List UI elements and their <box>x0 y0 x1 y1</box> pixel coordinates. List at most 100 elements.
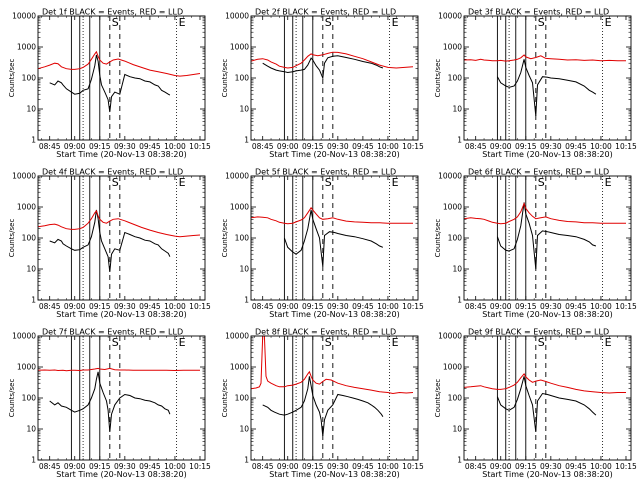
time-marker-label: E <box>605 176 612 189</box>
time-marker-label: E <box>179 336 186 349</box>
x-tick-label: 09:45 <box>565 462 587 471</box>
x-tick-label: 10:00 <box>590 302 612 311</box>
x-tick-label: 10:15 <box>402 462 424 471</box>
events-series-line <box>262 55 384 80</box>
chart-panel: Det 5f BLACK = Events, RED = LLD 1 10 100 10… <box>221 168 424 320</box>
x-tick-label: 09:30 <box>114 302 136 311</box>
lld-series-line <box>463 373 626 394</box>
x-tick-label: 09:30 <box>327 142 349 151</box>
events-series-line <box>283 209 384 267</box>
x-tick-label: 09:15 <box>89 462 111 471</box>
panel-title: Det 4f BLACK = Events, RED = LLD <box>42 168 183 177</box>
x-tick-label: 10:15 <box>402 142 424 151</box>
y-tick-label: 1000 <box>17 363 36 372</box>
y-tick-label: 1 <box>244 136 249 145</box>
panel-title: Det 2f BLACK = Events, RED = LLD <box>255 8 396 17</box>
x-tick-label: 09:00 <box>64 302 86 311</box>
panel-title: Det 6f BLACK = Events, RED = LLD <box>468 168 609 177</box>
events-series-line <box>49 371 171 433</box>
x-tick-label: 09:45 <box>139 142 161 151</box>
y-axis-label: Counts/sec <box>8 59 16 98</box>
x-tick-label: 09:30 <box>114 462 136 471</box>
plot-frame <box>37 15 206 141</box>
y-axis-label: Counts/sec <box>221 59 229 98</box>
lld-series-line <box>250 206 413 225</box>
x-tick-label: 10:00 <box>377 142 399 151</box>
x-axis-label: Start Time (20-Nov-13 08:38:20) <box>482 150 612 159</box>
y-tick-label: 100 <box>235 234 250 243</box>
y-tick-label: 10 <box>26 105 36 114</box>
x-tick-label: 08:45 <box>252 462 274 471</box>
plot-frame <box>250 335 419 461</box>
y-tick-label: 10000 <box>438 12 462 21</box>
plot-frame <box>463 175 632 301</box>
time-marker-label: S <box>325 176 332 189</box>
x-axis-label: Start Time (20-Nov-13 08:38:20) <box>482 310 612 319</box>
x-tick-label: 10:00 <box>164 142 186 151</box>
x-axis-label: Start Time (20-Nov-13 08:38:20) <box>56 150 186 159</box>
y-tick-label: 100 <box>448 394 463 403</box>
events-series-line <box>49 54 171 113</box>
time-marker-label: S <box>112 336 119 349</box>
x-tick-label: 08:45 <box>39 462 61 471</box>
x-tick-label: 08:45 <box>465 462 487 471</box>
panel-title: Det 9f BLACK = Events, RED = LLD <box>468 328 609 337</box>
y-tick-label: 100 <box>22 74 37 83</box>
time-marker-label: S <box>325 336 332 349</box>
x-tick-label: 08:45 <box>465 142 487 151</box>
y-tick-label: 10000 <box>225 172 249 181</box>
lld-series-line <box>463 54 626 62</box>
chart-panel: Det 7f BLACK = Events, RED = LLD 1 10 100 10… <box>8 328 211 480</box>
x-tick-label: 09:30 <box>540 302 562 311</box>
chart-panel: Det 8f BLACK = Events, RED = LLD 1 10 100 10… <box>221 328 424 480</box>
x-tick-label: 08:45 <box>465 302 487 311</box>
y-tick-label: 100 <box>448 234 463 243</box>
x-tick-label: 10:15 <box>615 462 637 471</box>
y-tick-label: 10000 <box>12 332 36 341</box>
x-tick-label: 08:45 <box>252 302 274 311</box>
time-marker-label: E <box>605 16 612 29</box>
time-marker-label: E <box>179 176 186 189</box>
panel-title: Det 1f BLACK = Events, RED = LLD <box>42 8 183 17</box>
y-tick-label: 10000 <box>438 332 462 341</box>
y-tick-label: 10 <box>26 265 36 274</box>
y-axis-label: Counts/sec <box>221 379 229 418</box>
y-tick-label: 10 <box>26 425 36 434</box>
events-series-line <box>496 202 597 270</box>
y-axis-label: Counts/sec <box>221 219 229 258</box>
y-tick-label: 1 <box>31 136 36 145</box>
x-tick-label: 10:15 <box>189 142 211 151</box>
x-tick-label: 10:00 <box>377 302 399 311</box>
x-tick-label: 09:15 <box>89 142 111 151</box>
y-tick-label: 1 <box>244 456 249 465</box>
y-axis-label: Counts/sec <box>434 59 442 98</box>
y-tick-label: 1 <box>457 456 462 465</box>
x-tick-label: 09:30 <box>540 142 562 151</box>
y-axis-label: Counts/sec <box>434 379 442 418</box>
panel-title: Det 8f BLACK = Events, RED = LLD <box>255 328 396 337</box>
lld-series-line <box>250 51 414 69</box>
x-tick-label: 09:00 <box>64 142 86 151</box>
y-axis-label: Counts/sec <box>434 219 442 258</box>
x-tick-label: 09:30 <box>327 302 349 311</box>
x-tick-label: 09:45 <box>139 462 161 471</box>
panel-title: Det 7f BLACK = Events, RED = LLD <box>42 328 183 337</box>
y-tick-label: 100 <box>22 394 37 403</box>
lld-series-line <box>463 202 626 225</box>
x-tick-label: 09:00 <box>277 142 299 151</box>
time-marker-label: S <box>325 16 332 29</box>
x-axis-label: Start Time (20-Nov-13 08:38:20) <box>269 310 399 319</box>
y-tick-label: 10000 <box>12 172 36 181</box>
chart-panel: Det 1f BLACK = Events, RED = LLD 1 10 100 10… <box>8 8 211 160</box>
chart-panel: Det 9f BLACK = Events, RED = LLD 1 10 100 10… <box>434 328 637 480</box>
y-tick-label: 1 <box>31 296 36 305</box>
x-tick-label: 10:15 <box>615 142 637 151</box>
x-tick-label: 09:30 <box>114 142 136 151</box>
x-tick-label: 09:15 <box>302 142 324 151</box>
time-marker-label: E <box>605 336 612 349</box>
x-tick-label: 09:00 <box>277 302 299 311</box>
lld-series-line <box>37 367 200 372</box>
y-tick-label: 10 <box>452 425 462 434</box>
x-tick-label: 10:15 <box>189 462 211 471</box>
y-tick-label: 1 <box>457 296 462 305</box>
